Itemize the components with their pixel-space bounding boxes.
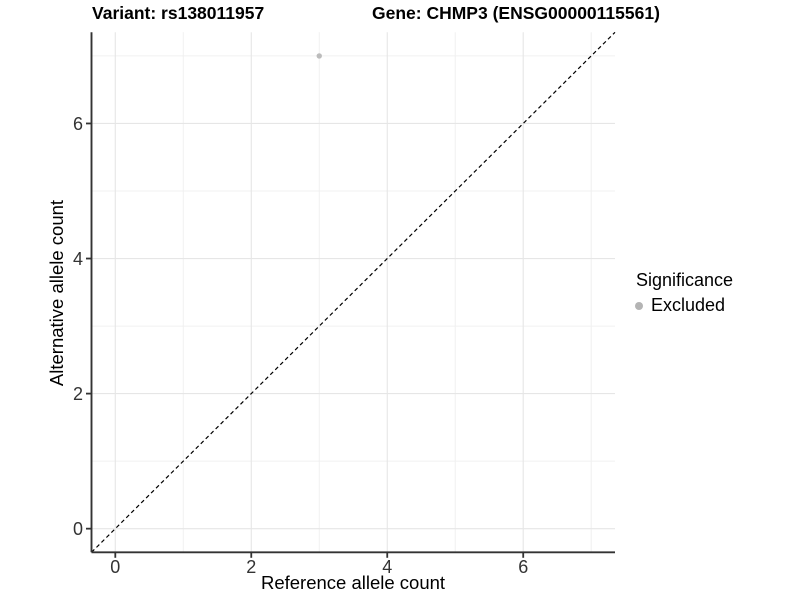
y-tick-label: 4 [73, 249, 83, 269]
variant-title: Variant: rs138011957 [92, 3, 265, 23]
legend-title: Significance [636, 270, 734, 290]
data-point-excluded [316, 53, 322, 59]
x-axis-label: Reference allele count [260, 572, 446, 593]
y-tick-label: 2 [73, 384, 83, 404]
y-tick-label: 6 [73, 114, 83, 134]
y-axis-label: Alternative allele count [46, 199, 67, 387]
x-tick-label: 2 [246, 557, 256, 577]
legend: Significance Excluded [634, 270, 733, 316]
legend-item-label: Excluded [651, 295, 726, 315]
x-tick-label: 6 [518, 557, 528, 577]
x-tick-label: 0 [110, 557, 120, 577]
legend-item-excluded: Excluded [634, 295, 733, 316]
identity-reference-line [91, 31, 616, 553]
x-tick-label: 4 [382, 557, 392, 577]
gene-title: Gene: CHMP3 (ENSG00000115561) [372, 3, 660, 23]
excluded-point-icon [635, 301, 643, 310]
y-tick-label: 0 [73, 519, 83, 539]
